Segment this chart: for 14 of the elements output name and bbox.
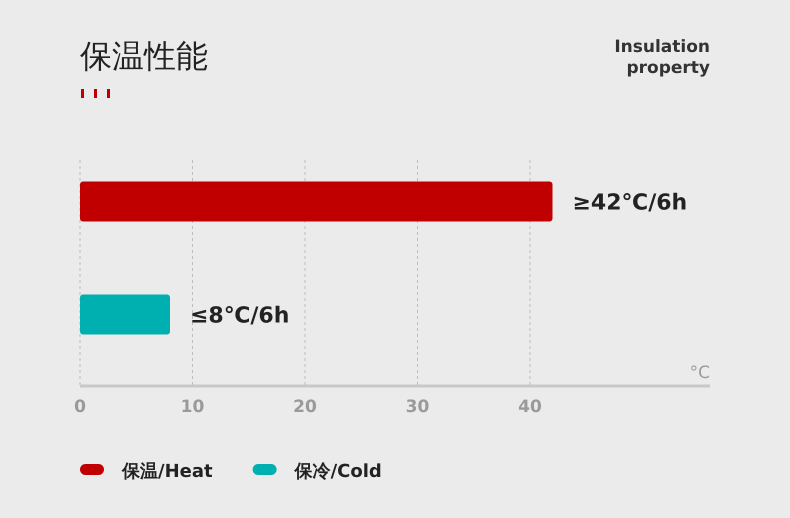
chart-title: 保温性能 bbox=[80, 37, 208, 75]
data-label: ≤8℃/6h bbox=[190, 304, 290, 328]
legend-label: 保温/Heat bbox=[121, 461, 213, 482]
legend-item: 保冷/Cold bbox=[252, 461, 382, 482]
legend-label: 保冷/Cold bbox=[294, 461, 382, 482]
x-tick-label: 30 bbox=[406, 397, 430, 417]
legend-item: 保温/Heat bbox=[80, 461, 213, 482]
x-axis-title: °C bbox=[690, 363, 710, 383]
chart-subtitle: Insulation property bbox=[614, 37, 710, 78]
x-tick-label: 10 bbox=[180, 397, 204, 417]
data-label: ≥42℃/6h bbox=[572, 190, 688, 216]
x-tick-label: 40 bbox=[518, 397, 542, 417]
x-tick-label: 0 bbox=[74, 397, 86, 417]
x-tick-label: 20 bbox=[293, 397, 317, 417]
